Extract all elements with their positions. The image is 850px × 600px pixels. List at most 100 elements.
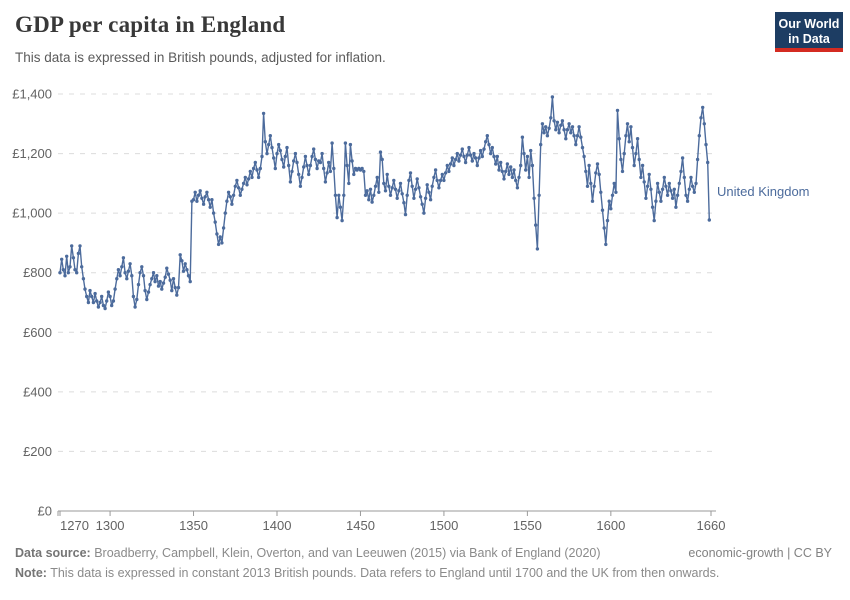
data-point[interactable] (532, 196, 536, 200)
data-point[interactable] (370, 200, 374, 204)
data-point[interactable] (307, 172, 311, 177)
data-point[interactable] (367, 198, 371, 202)
data-point[interactable] (302, 165, 306, 169)
data-point[interactable] (465, 153, 469, 157)
data-point[interactable] (86, 300, 91, 305)
data-point[interactable] (285, 145, 289, 150)
data-point[interactable] (484, 140, 488, 144)
data-point[interactable] (235, 178, 239, 183)
data-point[interactable] (81, 277, 86, 281)
data-point[interactable] (499, 160, 503, 165)
data-point[interactable] (550, 95, 555, 99)
data-point[interactable] (402, 201, 406, 205)
data-point[interactable] (120, 265, 124, 269)
data-point[interactable] (607, 199, 611, 203)
data-point[interactable] (620, 169, 625, 174)
data-point[interactable] (420, 202, 424, 206)
data-point[interactable] (468, 153, 473, 157)
data-point[interactable] (529, 148, 533, 153)
data-point[interactable] (500, 169, 504, 174)
data-point[interactable] (375, 175, 379, 180)
data-point[interactable] (694, 181, 698, 186)
data-point[interactable] (427, 190, 431, 194)
data-point[interactable] (76, 251, 81, 256)
data-point[interactable] (295, 160, 299, 165)
data-point[interactable] (615, 108, 620, 113)
data-point[interactable] (108, 294, 112, 299)
data-point[interactable] (176, 285, 181, 290)
data-point[interactable] (343, 141, 348, 145)
data-point[interactable] (236, 186, 241, 190)
data-point[interactable] (223, 211, 227, 215)
data-point[interactable] (310, 154, 314, 159)
data-point[interactable] (213, 220, 217, 224)
data-point[interactable] (679, 169, 683, 174)
data-point[interactable] (685, 199, 690, 203)
data-point[interactable] (208, 205, 212, 209)
data-point[interactable] (332, 166, 336, 171)
data-point[interactable] (689, 175, 693, 180)
data-point[interactable] (415, 177, 419, 181)
data-point[interactable] (413, 187, 418, 191)
data-point[interactable] (482, 147, 486, 151)
data-point[interactable] (554, 128, 558, 132)
data-point[interactable] (60, 257, 64, 261)
data-point[interactable] (457, 159, 461, 163)
data-point[interactable] (478, 148, 483, 153)
data-point[interactable] (128, 262, 132, 266)
data-point[interactable] (277, 142, 281, 147)
data-point[interactable] (140, 265, 144, 269)
data-point[interactable] (233, 184, 237, 188)
data-point[interactable] (298, 184, 303, 188)
data-point[interactable] (617, 137, 621, 141)
data-point[interactable] (303, 154, 308, 159)
data-point[interactable] (243, 175, 247, 180)
data-point[interactable] (352, 172, 356, 177)
data-point[interactable] (153, 279, 157, 284)
data-point[interactable] (699, 116, 703, 120)
data-point[interactable] (90, 294, 94, 299)
data-point[interactable] (509, 165, 513, 169)
data-point[interactable] (148, 282, 152, 287)
data-point[interactable] (460, 147, 464, 151)
data-point[interactable] (290, 169, 294, 174)
data-point[interactable] (275, 151, 279, 156)
data-point[interactable] (297, 172, 301, 177)
data-point[interactable] (412, 196, 416, 200)
data-point[interactable] (101, 303, 106, 308)
data-point[interactable] (203, 195, 207, 199)
data-point[interactable] (560, 119, 565, 123)
data-point[interactable] (397, 189, 401, 193)
data-point[interactable] (442, 178, 446, 183)
data-point[interactable] (330, 141, 334, 145)
data-point[interactable] (702, 122, 706, 126)
data-point[interactable] (130, 274, 134, 278)
data-point[interactable] (292, 159, 296, 163)
data-point[interactable] (624, 134, 628, 138)
data-point[interactable] (380, 157, 384, 162)
data-point[interactable] (110, 303, 114, 308)
data-point[interactable] (280, 157, 284, 162)
data-point[interactable] (258, 166, 262, 171)
data-point[interactable] (98, 300, 102, 305)
data-point[interactable] (524, 168, 528, 172)
data-point[interactable] (350, 159, 354, 163)
data-point[interactable] (647, 172, 651, 177)
data-point[interactable] (105, 299, 109, 303)
data-point[interactable] (555, 120, 560, 125)
data-point[interactable] (625, 122, 630, 126)
data-point[interactable] (664, 184, 668, 188)
data-point[interactable] (695, 157, 700, 162)
data-point[interactable] (594, 171, 598, 175)
data-point[interactable] (564, 137, 568, 141)
data-point[interactable] (75, 271, 79, 275)
data-point[interactable] (407, 178, 411, 183)
data-point[interactable] (540, 122, 545, 126)
data-point[interactable] (251, 166, 256, 171)
data-point[interactable] (181, 269, 186, 273)
data-point[interactable] (579, 135, 583, 139)
data-point[interactable] (170, 288, 174, 293)
data-point[interactable] (338, 205, 343, 209)
data-point[interactable] (80, 265, 84, 269)
data-point[interactable] (657, 190, 661, 194)
